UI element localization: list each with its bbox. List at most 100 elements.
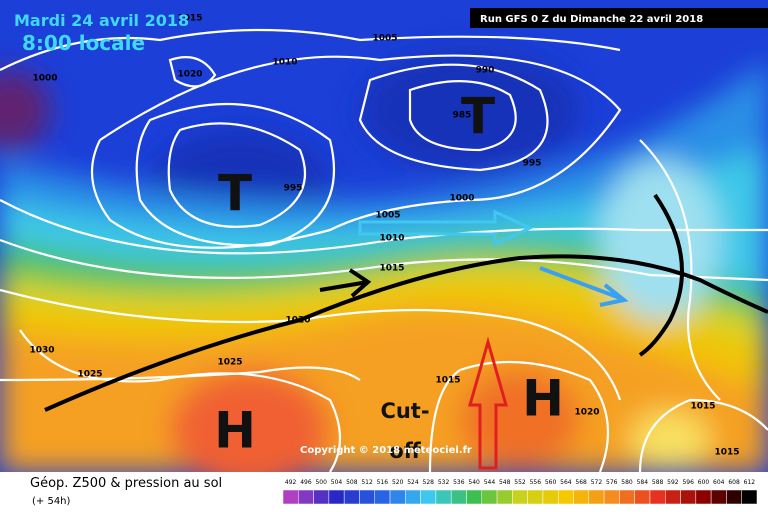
colorbar-tick-label: 540	[468, 479, 480, 486]
colorbar-cell	[588, 489, 605, 505]
run-box	[470, 8, 768, 28]
colorbar-cell	[450, 489, 467, 505]
isobar-label: 995	[284, 184, 303, 194]
colorbar-tick-label: 552	[514, 479, 526, 486]
isobar-label: 1000	[449, 194, 474, 204]
isobar-label: 1030	[29, 346, 54, 356]
colorbar-cell	[619, 489, 635, 505]
isobar	[408, 80, 517, 152]
colorbar-tick-label: 608	[728, 479, 740, 486]
isobar-label: 1015	[379, 264, 404, 274]
warm-air-arrow	[468, 336, 508, 470]
colorbar-cell	[435, 489, 452, 505]
colorbar-tick-label: 536	[453, 479, 465, 486]
colorbar-tick-label: 584	[637, 479, 649, 486]
colorbar-tick-label: 528	[423, 479, 435, 486]
isobar-label: 1015	[435, 376, 460, 386]
colorbar-tick-label: 512	[361, 479, 373, 486]
colorbar-tick-label: 532	[438, 479, 450, 486]
colorbar-tick-label: 544	[484, 479, 496, 486]
isobar	[639, 139, 721, 401]
colorbar-tick-label: 556	[530, 479, 542, 486]
colorbar-cell	[389, 489, 406, 505]
colorbar-cell	[603, 489, 620, 505]
isobar-label: 1015	[177, 14, 202, 24]
colorbar-tick-label: 604	[713, 479, 725, 486]
isobar	[0, 238, 768, 282]
colorbar-cell	[466, 489, 483, 505]
colorbar-cell	[542, 489, 559, 505]
colorbar-tick-label: 496	[300, 479, 312, 486]
colorbar-cell	[527, 489, 544, 505]
pressure-system: H	[522, 370, 564, 428]
colorbar-cell	[496, 489, 513, 505]
colorbar-cell	[420, 489, 437, 505]
isobar	[638, 398, 768, 473]
colorbar-cell	[680, 489, 697, 505]
colorbar-cell	[512, 489, 528, 505]
trough-line	[44, 254, 768, 412]
colorbar-tick-label: 548	[499, 479, 511, 486]
map-time: 8:00 locale	[22, 31, 145, 55]
colorbar-tick-label: 504	[331, 479, 343, 486]
isobar-label: 1000	[32, 74, 57, 84]
isobars	[0, 28, 768, 473]
colorbar-tick-label: 516	[377, 479, 389, 486]
colorbar-tick-label: 600	[698, 479, 710, 486]
colorbar: 492 496 500 504 508 512 516 520 524 528 532 536 540 5…	[282, 479, 758, 505]
isobar-label: 1015	[714, 448, 739, 458]
colorbar-cell	[557, 489, 574, 505]
isobar-label: 990	[476, 66, 495, 76]
colorbar-tick-label: 580	[621, 479, 633, 486]
colorbar-cell	[405, 489, 421, 505]
isobar	[0, 366, 361, 382]
cold-air-arrow	[358, 209, 534, 247]
colorbar-tick-label: 572	[591, 479, 603, 486]
map-labels: 1015 1020 1000 1005 1010 990 985 995 995 1000 1005…	[29, 14, 739, 460]
front-line	[638, 193, 684, 357]
isobar-label: 1025	[77, 370, 102, 380]
colorbar-cell	[741, 489, 758, 505]
colorbar-cell	[374, 489, 391, 505]
isobar	[428, 360, 610, 473]
isobar-label: 995	[523, 159, 542, 169]
isobar-label: 1020	[574, 408, 599, 418]
isobar-label: 1015	[690, 402, 715, 412]
isobar-label: 1010	[272, 58, 297, 68]
legend-title: Géop. Z500 & pression au sol	[30, 476, 222, 491]
colorbar-cell	[634, 489, 651, 505]
colorbar-tick-label: 520	[392, 479, 404, 486]
flow-arrow	[319, 268, 372, 298]
isobar	[167, 122, 307, 228]
run-label: Run GFS 0 Z du Dimanche 22 avril 2018	[480, 14, 703, 25]
colorbar-tick-label: 524	[407, 479, 419, 486]
colorbar-cell	[313, 489, 330, 505]
colorbar-tick-label: 592	[667, 479, 679, 486]
isobar	[135, 102, 336, 247]
isobar	[0, 199, 768, 255]
wind-arrow	[539, 266, 629, 307]
colorbar-tick-label: 588	[652, 479, 664, 486]
colorbar-tick-label: 612	[744, 479, 756, 486]
colorbar-cell	[282, 489, 299, 505]
colorbar-tick-label: 568	[575, 479, 587, 486]
annotation-line: off	[389, 439, 421, 463]
colorbar-cell	[726, 489, 742, 505]
pressure-system: T	[218, 165, 252, 223]
colorbar-cell	[359, 489, 375, 505]
annotation-line: Cut-	[380, 399, 429, 423]
isobar	[0, 28, 621, 71]
pressure-system: T	[461, 88, 495, 146]
colorbar-tick-label: 560	[545, 479, 557, 486]
colorbar-cell	[649, 489, 666, 505]
isobar-label: 985	[453, 111, 472, 121]
colorbar-cell	[573, 489, 590, 505]
colorbar-tick-label: 596	[682, 479, 694, 486]
colorbar-tick-label: 576	[606, 479, 618, 486]
isobar-label: 1005	[375, 211, 400, 221]
isobar-label: 1025	[217, 358, 242, 368]
isobar	[358, 63, 549, 172]
colorbar-cell	[343, 489, 360, 505]
